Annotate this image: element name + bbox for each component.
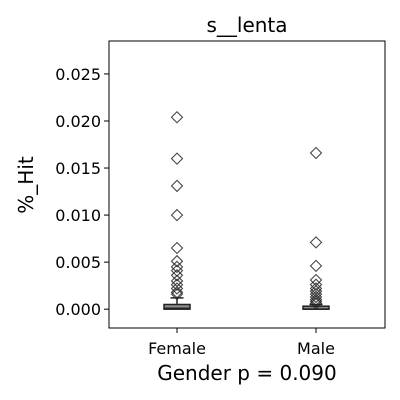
outlier-point bbox=[309, 278, 323, 291]
outlier-point bbox=[170, 208, 184, 222]
outlier-point bbox=[309, 146, 323, 160]
outlier-point bbox=[170, 254, 184, 268]
x-tick-label: Male bbox=[297, 339, 335, 358]
outlier-point bbox=[309, 287, 323, 301]
outlier-point bbox=[170, 152, 184, 165]
outlier-point bbox=[170, 179, 184, 193]
outlier-point bbox=[309, 297, 323, 310]
outlier-point bbox=[309, 293, 323, 307]
outlier-point bbox=[170, 285, 184, 299]
outlier-point bbox=[309, 259, 323, 273]
plot-frame bbox=[108, 40, 386, 329]
x-tick-label: Female bbox=[148, 339, 206, 358]
outlier-point bbox=[170, 287, 184, 301]
outlier-point bbox=[170, 110, 184, 124]
plot-area: 0.000 0.005 0.010 0.015 0.020 0.025 Female Male bbox=[55, 65, 335, 358]
outlier-point bbox=[170, 269, 184, 282]
x-axis-label: Gender p = 0.090 bbox=[157, 361, 336, 385]
outlier-point bbox=[170, 282, 184, 295]
y-axis-label: %_Hit bbox=[14, 156, 38, 214]
outlier-point bbox=[309, 290, 323, 304]
box bbox=[163, 303, 191, 310]
y-tick-label: 0.010 bbox=[55, 206, 101, 225]
y-tick-label: 0.015 bbox=[55, 159, 101, 178]
y-tick-label: 0.000 bbox=[55, 300, 101, 319]
outlier-point bbox=[309, 273, 323, 287]
outlier-point bbox=[309, 236, 323, 249]
chart-title: s__lenta bbox=[206, 13, 287, 37]
outlier-point bbox=[170, 278, 184, 291]
outlier-point bbox=[170, 241, 184, 255]
outlier-point bbox=[170, 260, 184, 274]
y-tick-label: 0.005 bbox=[55, 253, 101, 272]
y-tick-label: 0.020 bbox=[55, 112, 101, 131]
outlier-point bbox=[309, 295, 323, 308]
y-tick-label: 0.025 bbox=[55, 65, 101, 84]
